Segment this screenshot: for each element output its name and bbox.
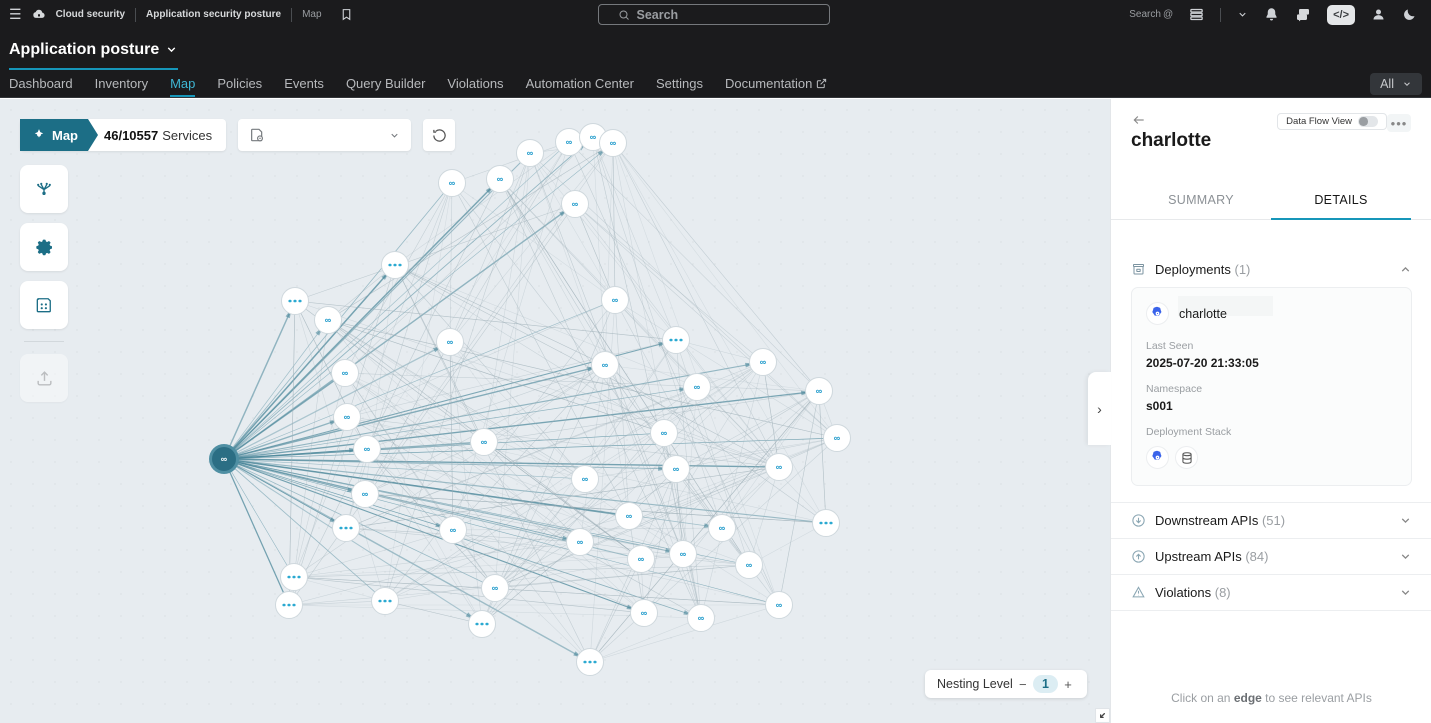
svg-text:∞: ∞: [673, 464, 680, 474]
svg-text:∞: ∞: [746, 560, 753, 570]
svg-text:∞: ∞: [776, 600, 783, 610]
svg-text:∞: ∞: [698, 613, 705, 623]
svg-text:∞: ∞: [481, 437, 488, 447]
svg-text:∞: ∞: [566, 137, 573, 147]
svg-text:∞: ∞: [638, 554, 645, 564]
svg-text:∞: ∞: [602, 360, 609, 370]
svg-text:∞: ∞: [610, 138, 617, 148]
svg-text:∞: ∞: [590, 132, 597, 142]
svg-text:∞: ∞: [572, 199, 579, 209]
svg-text:∞: ∞: [816, 386, 823, 396]
svg-text:∞: ∞: [221, 454, 228, 464]
svg-text:∞: ∞: [661, 428, 668, 438]
svg-text:∞: ∞: [680, 549, 687, 559]
svg-text:∞: ∞: [492, 583, 499, 593]
svg-text:∞: ∞: [527, 148, 534, 158]
svg-text:∞: ∞: [626, 511, 633, 521]
svg-text:∞: ∞: [342, 368, 349, 378]
svg-text:∞: ∞: [344, 412, 351, 422]
svg-text:∞: ∞: [577, 537, 584, 547]
svg-text:∞: ∞: [362, 489, 369, 499]
svg-text:∞: ∞: [760, 357, 767, 367]
svg-text:∞: ∞: [776, 462, 783, 472]
svg-text:∞: ∞: [449, 178, 456, 188]
svg-text:∞: ∞: [325, 315, 332, 325]
svg-text:∞: ∞: [582, 474, 589, 484]
svg-text:∞: ∞: [612, 295, 619, 305]
svg-text:∞: ∞: [641, 608, 648, 618]
svg-text:∞: ∞: [364, 444, 371, 454]
svg-text:∞: ∞: [694, 382, 701, 392]
svg-text:∞: ∞: [719, 523, 726, 533]
svg-text:∞: ∞: [497, 174, 504, 184]
svg-text:∞: ∞: [447, 337, 454, 347]
svg-text:∞: ∞: [834, 433, 841, 443]
svg-text:∞: ∞: [450, 525, 457, 535]
